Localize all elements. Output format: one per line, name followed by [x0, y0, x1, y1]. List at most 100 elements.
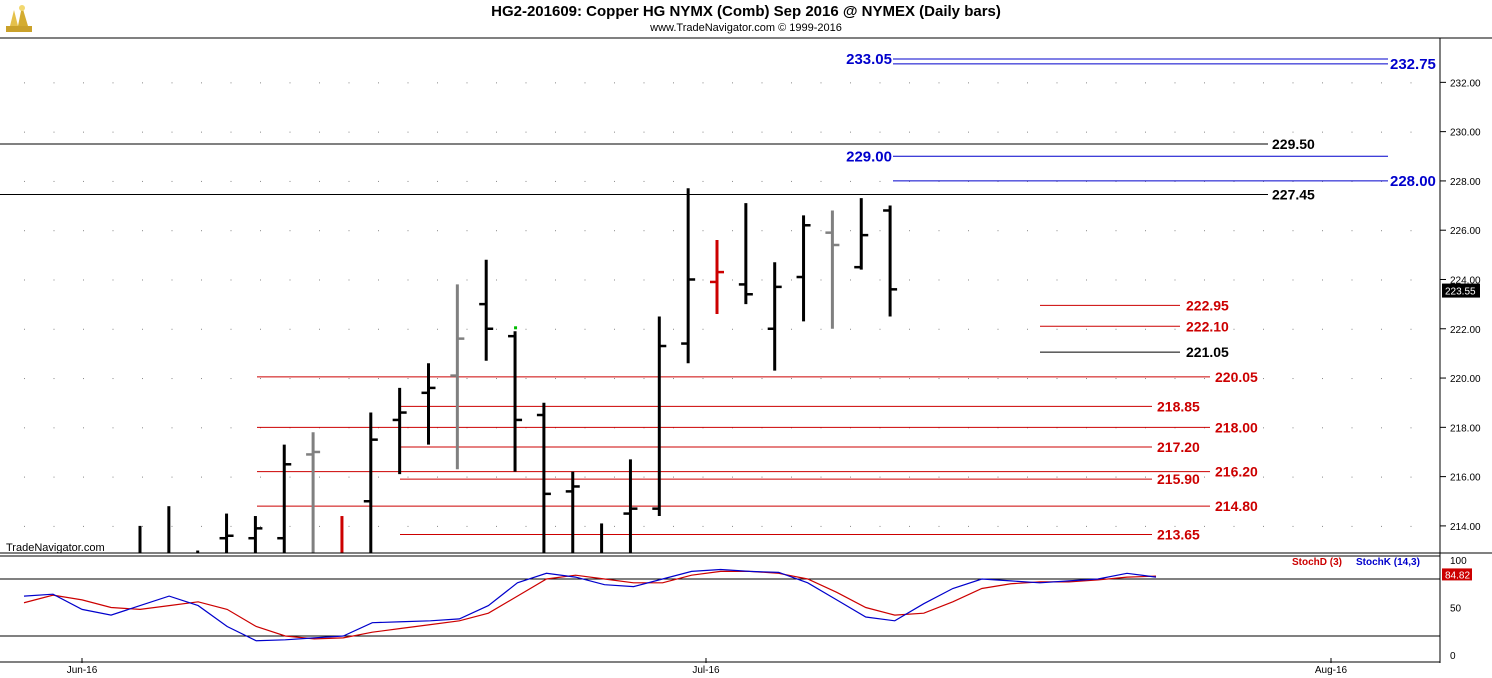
grid-dot — [1410, 378, 1412, 380]
stoch-last-label: 84.82 — [1445, 570, 1470, 581]
grid-dot — [378, 131, 379, 133]
stoch-tick-label: 0 — [1450, 651, 1456, 662]
grid-dot — [643, 525, 645, 527]
grid-dot — [24, 476, 25, 478]
grid-dot — [761, 378, 763, 380]
grid-dot — [348, 328, 350, 330]
level-label-221.05: 221.05 — [1186, 344, 1229, 360]
grid-dot — [1381, 82, 1382, 84]
price-tick-label: 222.00 — [1450, 325, 1481, 336]
grid-dot — [1292, 82, 1294, 84]
price-bar — [508, 331, 523, 472]
grid-dot — [83, 279, 84, 281]
grid-dot — [525, 131, 527, 133]
grid-dot — [201, 328, 202, 330]
grid-dot — [348, 230, 350, 232]
grid-dot — [289, 82, 291, 84]
grid-dot — [289, 131, 291, 133]
grid-dot — [1322, 230, 1323, 232]
grid-dot — [1145, 279, 1146, 281]
grid-dot — [820, 131, 822, 133]
price-tick-label: 214.00 — [1450, 522, 1481, 533]
grid-dot — [496, 131, 497, 133]
grid-dot — [289, 378, 291, 380]
grid-dot — [997, 328, 999, 330]
grid-dot — [466, 328, 468, 330]
grid-dot — [496, 378, 497, 380]
grid-dot — [260, 378, 261, 380]
grid-dot — [1233, 82, 1235, 84]
grid-dot — [938, 378, 940, 380]
grid-dot — [112, 328, 114, 330]
grid-dot — [820, 525, 822, 527]
grid-dot — [673, 131, 674, 133]
grid-dot — [909, 328, 910, 330]
level-label-218.00: 218.00 — [1215, 419, 1258, 435]
grid-dot — [1233, 476, 1235, 478]
grid-dot — [289, 525, 291, 527]
grid-dot — [584, 279, 586, 281]
grid-dot — [1351, 230, 1353, 232]
stoch-series-blue — [23, 568, 1157, 642]
grid-dot — [1145, 328, 1146, 330]
grid-dot — [1322, 279, 1323, 281]
grid-dot — [555, 525, 556, 527]
price-tick-label: 218.00 — [1450, 423, 1481, 434]
grid-dot — [702, 180, 704, 182]
grid-dot — [1233, 525, 1235, 527]
grid-dot — [643, 378, 645, 380]
grid-dot — [437, 82, 438, 84]
grid-dot — [378, 279, 379, 281]
grid-dot — [938, 328, 940, 330]
grid-dot — [230, 328, 232, 330]
grid-dot — [1351, 279, 1353, 281]
grid-dot — [791, 279, 792, 281]
grid-dot — [525, 378, 527, 380]
grid-dot — [230, 476, 232, 478]
grid-dot — [673, 180, 674, 182]
grid-dot — [1115, 476, 1117, 478]
grid-dot — [1263, 525, 1264, 527]
grid-dot — [496, 525, 497, 527]
grid-dot — [112, 378, 114, 380]
grid-dot — [496, 180, 497, 182]
grid-dot — [879, 180, 881, 182]
logo-icon — [6, 5, 32, 32]
grid-dot — [968, 131, 969, 133]
grid-dot — [1204, 525, 1205, 527]
grid-dot — [24, 180, 25, 182]
grid-dot — [83, 131, 84, 133]
grid-dot — [584, 131, 586, 133]
last-price-label: 223.55 — [1445, 287, 1476, 298]
grid-dot — [1027, 230, 1028, 232]
grid-dot — [1263, 378, 1264, 380]
grid-dot — [260, 82, 261, 84]
grid-dot — [348, 525, 350, 527]
grid-dot — [1056, 131, 1058, 133]
price-bar — [277, 444, 292, 553]
grid-dot — [879, 476, 881, 478]
grid-dot — [555, 131, 556, 133]
grid-dot — [1381, 476, 1382, 478]
grid-dot — [1351, 378, 1353, 380]
grid-dot — [1381, 427, 1382, 429]
grid-dot — [1145, 525, 1146, 527]
grid-dot — [1174, 131, 1176, 133]
grid-dot — [761, 131, 763, 133]
grid-dot — [319, 82, 320, 84]
grid-dot — [53, 525, 55, 527]
grid-dot — [1115, 525, 1117, 527]
grid-dot — [53, 230, 55, 232]
grid-dot — [702, 230, 704, 232]
grid-dot — [1145, 82, 1146, 84]
grid-dot — [555, 378, 556, 380]
grid-dot — [761, 82, 763, 84]
grid-dot — [496, 476, 497, 478]
grid-dot — [142, 525, 143, 527]
grid-dot — [171, 82, 173, 84]
grid-dot — [1322, 476, 1323, 478]
grid-dot — [968, 525, 969, 527]
grid-dot — [171, 378, 173, 380]
grid-dot — [53, 378, 55, 380]
